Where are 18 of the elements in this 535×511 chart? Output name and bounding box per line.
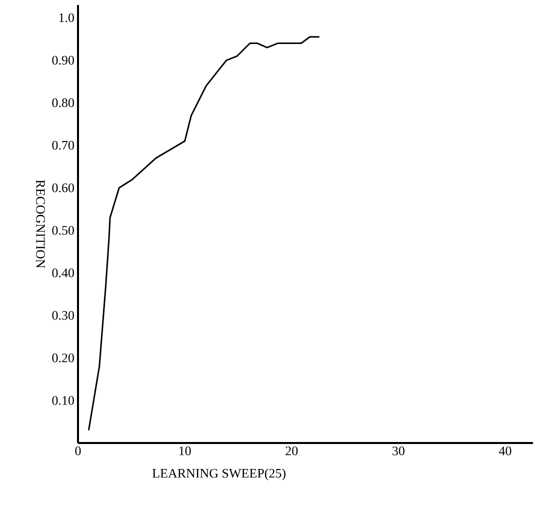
y-tick-label: 0.30 [52,311,74,320]
y-tick-label: 0.40 [52,268,74,278]
line-series [88,36,320,431]
x-tick-label: 10 [179,446,191,456]
x-tick-label: 0 [75,446,81,456]
y-tick-label: 1.0 [59,13,74,22]
y-tick-label: 0.90 [52,56,74,65]
y-tick-label: 0.20 [52,354,74,362]
y-tick-label: 0.50 [52,226,74,235]
x-axis-title: LEARNING SWEEP(25) [152,468,286,480]
x-tick-label: 40 [498,446,512,456]
x-tick-label: 30 [392,446,404,456]
y-tick-label: 0.80 [52,98,74,108]
y-tick-label: 0.60 [52,183,74,192]
y-axis-title: RECOGNITION [36,180,45,268]
y-tick-label: 0.10 [52,396,74,405]
y-tick-label: 0.70 [52,140,74,150]
x-tick-label: 20 [286,446,298,456]
